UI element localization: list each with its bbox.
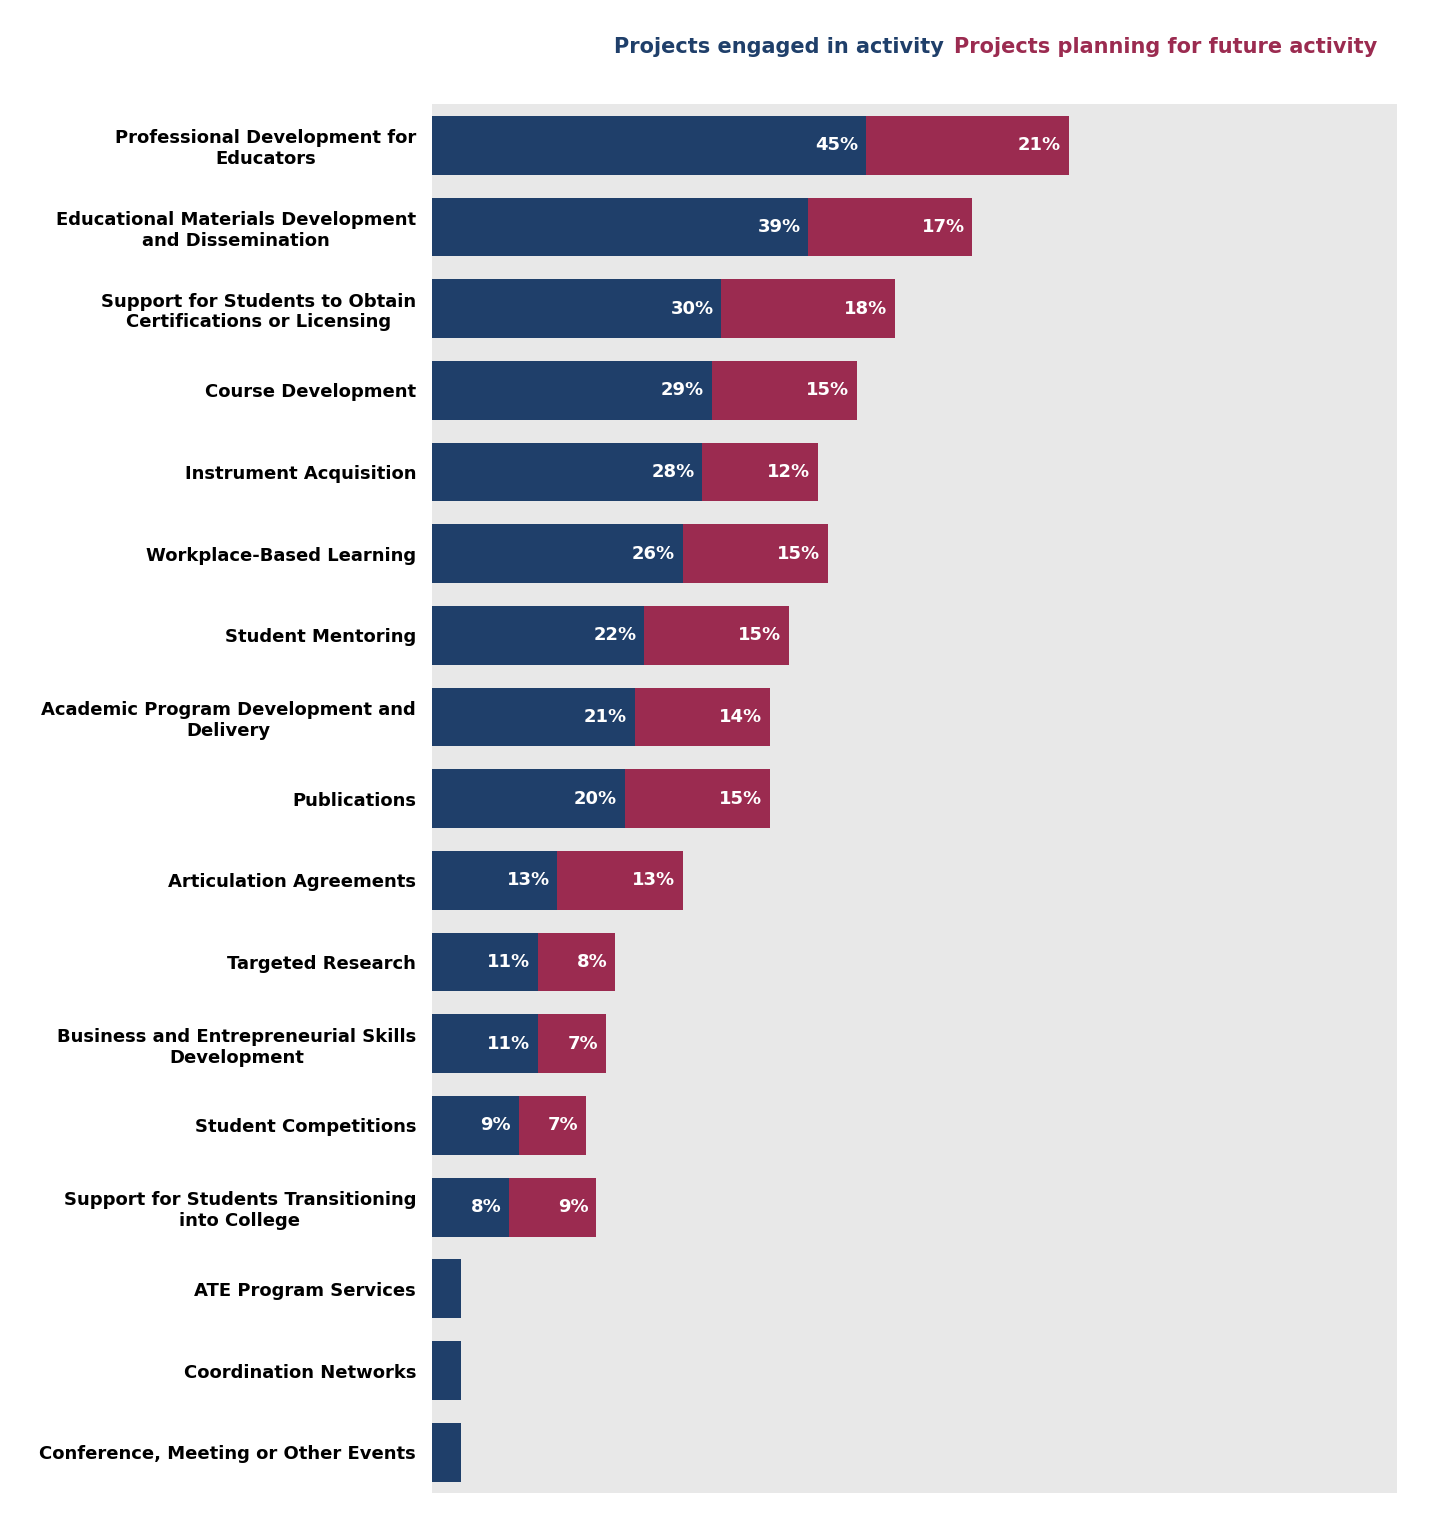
Bar — [432, 1014, 539, 1074]
Bar — [432, 280, 721, 338]
Bar — [432, 1260, 461, 1318]
Bar — [711, 361, 857, 419]
Bar — [432, 757, 1397, 840]
Text: 28%: 28% — [651, 462, 694, 481]
Bar — [432, 1341, 461, 1399]
Text: 15%: 15% — [776, 545, 819, 562]
Bar — [510, 1178, 596, 1236]
Bar — [518, 1097, 586, 1155]
Text: 13%: 13% — [632, 871, 675, 889]
Text: 15%: 15% — [805, 381, 848, 399]
Text: 11%: 11% — [487, 1035, 530, 1052]
Text: 29%: 29% — [661, 381, 704, 399]
Bar — [432, 770, 625, 828]
Text: 12%: 12% — [768, 462, 811, 481]
Bar — [683, 524, 828, 584]
Text: 17%: 17% — [922, 218, 965, 237]
Bar — [703, 442, 818, 501]
Bar — [539, 1014, 606, 1074]
Bar — [432, 1247, 1397, 1330]
Text: 9%: 9% — [557, 1198, 589, 1217]
Text: 22%: 22% — [593, 627, 636, 645]
Bar — [432, 1097, 518, 1155]
Text: 14%: 14% — [719, 708, 762, 727]
Text: 15%: 15% — [739, 627, 782, 645]
Text: 9%: 9% — [481, 1117, 511, 1135]
Text: 26%: 26% — [632, 545, 675, 562]
Text: 45%: 45% — [815, 137, 858, 154]
Bar — [635, 688, 769, 746]
Text: 18%: 18% — [844, 300, 887, 318]
Bar — [432, 1178, 510, 1236]
Bar — [625, 770, 770, 828]
Text: 13%: 13% — [507, 871, 550, 889]
Bar — [432, 186, 1397, 267]
Bar — [432, 605, 644, 665]
Bar — [432, 1422, 461, 1482]
Bar — [432, 840, 1397, 922]
Text: 21%: 21% — [583, 708, 626, 727]
Bar — [432, 1412, 1397, 1493]
Bar — [432, 524, 683, 584]
Bar — [432, 361, 711, 419]
Bar — [432, 442, 703, 501]
Text: 30%: 30% — [671, 300, 714, 318]
Text: 15%: 15% — [719, 790, 762, 808]
Bar — [432, 350, 1397, 432]
Bar — [721, 280, 896, 338]
Bar — [432, 513, 1397, 594]
Bar — [557, 851, 683, 909]
Bar — [539, 932, 615, 992]
Bar — [432, 1003, 1397, 1084]
Text: Projects engaged in activity: Projects engaged in activity — [615, 37, 945, 57]
Bar — [432, 688, 635, 746]
Text: 7%: 7% — [549, 1117, 579, 1135]
Bar — [432, 922, 1397, 1003]
Text: 20%: 20% — [575, 790, 618, 808]
Text: 8%: 8% — [471, 1198, 501, 1217]
Text: Projects planning for future activity: Projects planning for future activity — [953, 37, 1377, 57]
Bar — [432, 851, 557, 909]
Text: 7%: 7% — [567, 1035, 598, 1052]
Bar — [432, 104, 1397, 186]
Bar — [432, 594, 1397, 676]
Bar — [432, 432, 1397, 513]
Bar — [867, 115, 1068, 175]
Bar — [644, 605, 789, 665]
Text: 21%: 21% — [1018, 137, 1061, 154]
Bar — [432, 267, 1397, 350]
Text: 39%: 39% — [757, 218, 801, 237]
Text: 8%: 8% — [577, 952, 608, 971]
Bar — [432, 676, 1397, 757]
Bar — [432, 1330, 1397, 1412]
Bar — [808, 198, 972, 257]
Text: 11%: 11% — [487, 952, 530, 971]
Bar — [432, 932, 539, 992]
Bar — [432, 1084, 1397, 1166]
Bar — [432, 198, 808, 257]
Bar — [432, 115, 867, 175]
Bar — [432, 1166, 1397, 1247]
